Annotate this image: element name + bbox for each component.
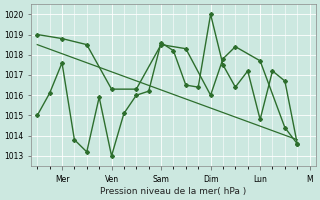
X-axis label: Pression niveau de la mer( hPa ): Pression niveau de la mer( hPa ) [100, 187, 247, 196]
